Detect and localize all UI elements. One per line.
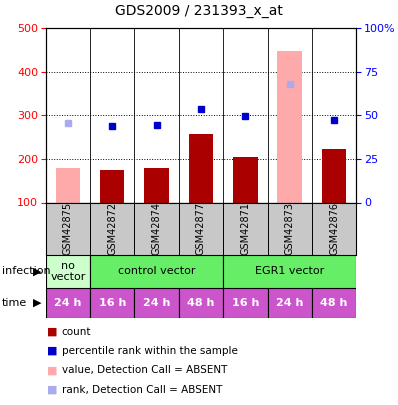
Text: ■: ■ — [47, 365, 57, 375]
Text: GSM42875: GSM42875 — [63, 202, 73, 256]
Bar — [277, 51, 302, 202]
Bar — [56, 168, 80, 202]
Text: GDS2009 / 231393_x_at: GDS2009 / 231393_x_at — [115, 4, 283, 18]
Bar — [233, 157, 258, 202]
Bar — [90, 255, 223, 288]
Text: ■: ■ — [47, 385, 57, 395]
Text: rank, Detection Call = ABSENT: rank, Detection Call = ABSENT — [62, 385, 222, 395]
Text: value, Detection Call = ABSENT: value, Detection Call = ABSENT — [62, 365, 227, 375]
Text: 24 h: 24 h — [54, 298, 82, 308]
Text: ■: ■ — [47, 327, 57, 337]
Bar — [189, 134, 213, 202]
Text: GSM42873: GSM42873 — [285, 202, 295, 255]
Text: infection: infection — [2, 266, 51, 276]
Text: 48 h: 48 h — [320, 298, 348, 308]
Text: ▶: ▶ — [33, 298, 42, 308]
Text: percentile rank within the sample: percentile rank within the sample — [62, 346, 238, 356]
Text: GSM42872: GSM42872 — [107, 202, 117, 256]
Text: count: count — [62, 327, 91, 337]
Text: 24 h: 24 h — [143, 298, 170, 308]
Text: 48 h: 48 h — [187, 298, 215, 308]
Text: no
vector: no vector — [50, 260, 86, 282]
Text: EGR1 vector: EGR1 vector — [255, 266, 324, 276]
Bar — [312, 288, 356, 318]
Text: GSM42871: GSM42871 — [240, 202, 250, 255]
Text: 16 h: 16 h — [99, 298, 126, 308]
Bar — [267, 288, 312, 318]
Text: control vector: control vector — [118, 266, 195, 276]
Text: time: time — [2, 298, 27, 308]
Text: ▶: ▶ — [33, 266, 42, 276]
Bar — [46, 288, 90, 318]
Bar — [100, 170, 125, 202]
Text: GSM42876: GSM42876 — [329, 202, 339, 255]
Bar — [223, 255, 356, 288]
Bar — [223, 288, 267, 318]
Text: ■: ■ — [47, 346, 57, 356]
Bar — [144, 168, 169, 202]
Bar — [90, 288, 135, 318]
Text: 24 h: 24 h — [276, 298, 303, 308]
Bar — [322, 149, 346, 202]
Bar — [46, 255, 90, 288]
Bar — [179, 288, 223, 318]
Text: GSM42877: GSM42877 — [196, 202, 206, 256]
Bar — [135, 288, 179, 318]
Text: 16 h: 16 h — [232, 298, 259, 308]
Text: GSM42874: GSM42874 — [152, 202, 162, 255]
